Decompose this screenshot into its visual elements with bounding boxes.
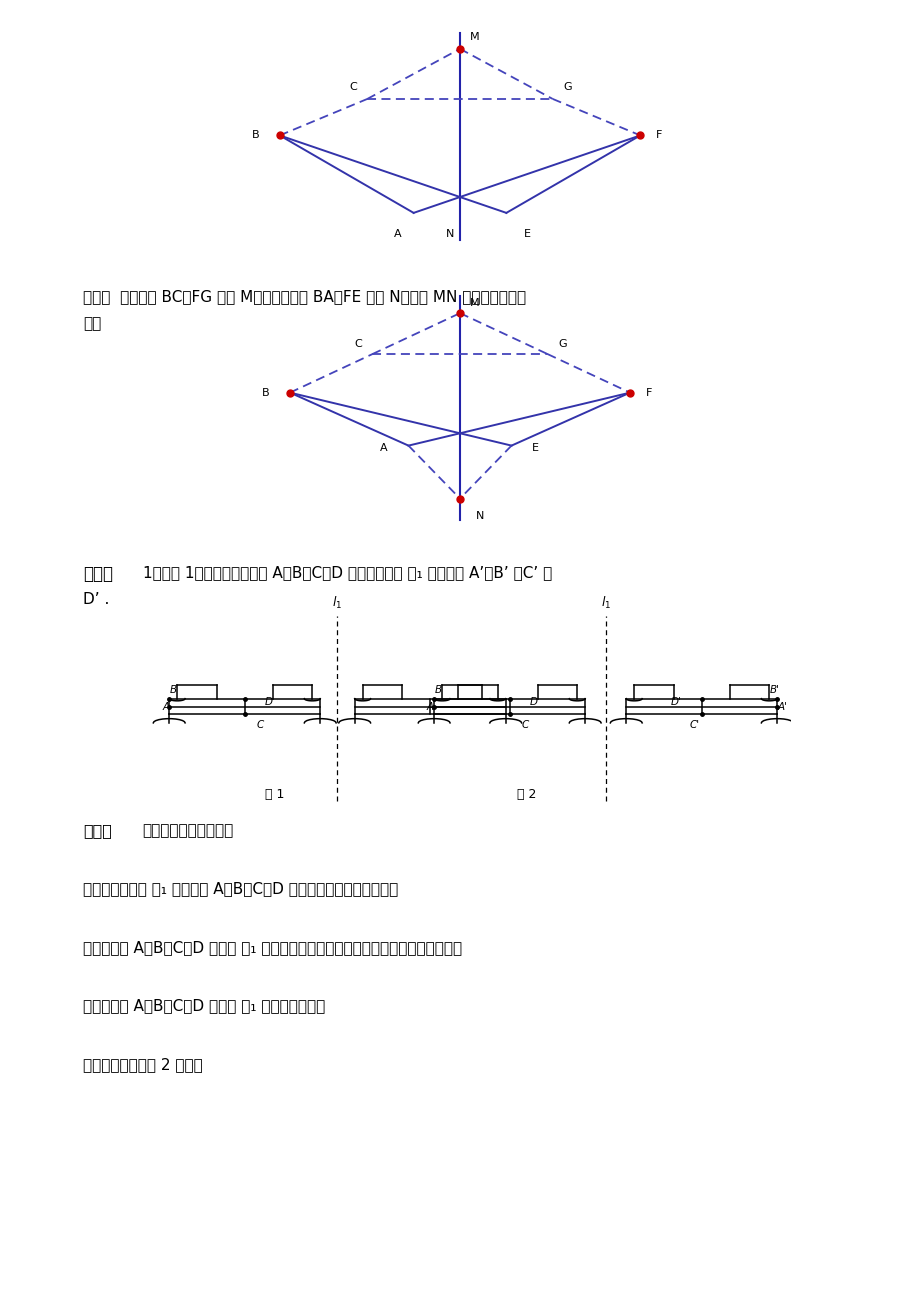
- Text: D': D': [670, 698, 681, 707]
- Text: A': A': [777, 702, 787, 711]
- Text: C: C: [256, 720, 264, 730]
- Text: F: F: [655, 130, 662, 141]
- Text: $l_1$: $l_1$: [600, 595, 610, 612]
- Text: F: F: [645, 388, 652, 397]
- Text: 答案：: 答案：: [83, 823, 111, 838]
- Text: G: G: [562, 82, 571, 92]
- Text: 方法二：过 A、B、C、D 各点作 Ｉ₁ 的垂线，与另一个图形的交点就是他们的对称点；: 方法二：过 A、B、C、D 各点作 Ｉ₁ 的垂线，与另一个图形的交点就是他们的对…: [83, 940, 461, 956]
- Text: G: G: [557, 340, 566, 349]
- Text: 1、如图 1，在图形中标出点 A、B、C、D 四点关于直线 Ｉ₁ 的对称点 A’、B’ 、C’ 、: 1、如图 1，在图形中标出点 A、B、C、D 四点关于直线 Ｉ₁ 的对称点 A’…: [142, 565, 551, 581]
- Text: 图 1: 图 1: [265, 788, 284, 801]
- Text: M: M: [470, 33, 480, 42]
- Text: A: A: [380, 443, 388, 453]
- Text: 练习：: 练习：: [83, 565, 113, 583]
- Text: 方法四：过 A、B、C、D 各点作 Ｉ₁ 的对称点即可。: 方法四：过 A、B、C、D 各点作 Ｉ₁ 的对称点即可。: [83, 999, 324, 1014]
- Text: D: D: [529, 698, 537, 707]
- Text: D: D: [265, 698, 272, 707]
- Text: B: B: [170, 685, 177, 695]
- Text: 所找的对称点如图 2 所示。: 所找的对称点如图 2 所示。: [83, 1057, 202, 1073]
- Text: E: E: [523, 229, 530, 238]
- Text: 图 2: 图 2: [516, 788, 536, 801]
- Text: A: A: [394, 229, 402, 238]
- Text: N: N: [475, 510, 483, 521]
- Text: E: E: [531, 443, 539, 453]
- Text: C: C: [349, 82, 357, 92]
- Text: A: A: [426, 702, 434, 711]
- Text: B: B: [435, 685, 442, 695]
- Text: C: C: [521, 720, 528, 730]
- Text: 轴。: 轴。: [83, 316, 101, 332]
- Text: 方法一：沿直线 Ｉ₁ 对折，在 A、B、C、D 各点扎孔就可找到对称点；: 方法一：沿直线 Ｉ₁ 对折，在 A、B、C、D 各点扎孔就可找到对称点；: [83, 881, 398, 897]
- Text: N: N: [445, 229, 453, 238]
- Text: M: M: [470, 298, 480, 309]
- Text: B': B': [768, 685, 778, 695]
- Text: C': C': [689, 720, 699, 730]
- Text: $l_1$: $l_1$: [332, 595, 342, 612]
- Text: D’ .: D’ .: [83, 592, 109, 608]
- Text: 方法四  分别延长 BC、FG 交于 M，再分别延长 BA、FE 交于 N，直线 MN 就是所求的对称: 方法四 分别延长 BC、FG 交于 M，再分别延长 BA、FE 交于 N，直线 …: [83, 289, 526, 305]
- Text: C: C: [354, 340, 362, 349]
- Text: A: A: [162, 702, 169, 711]
- Text: B: B: [262, 388, 269, 397]
- Text: 找对称点有多种方法：: 找对称点有多种方法：: [142, 823, 233, 838]
- Text: B: B: [251, 130, 259, 141]
